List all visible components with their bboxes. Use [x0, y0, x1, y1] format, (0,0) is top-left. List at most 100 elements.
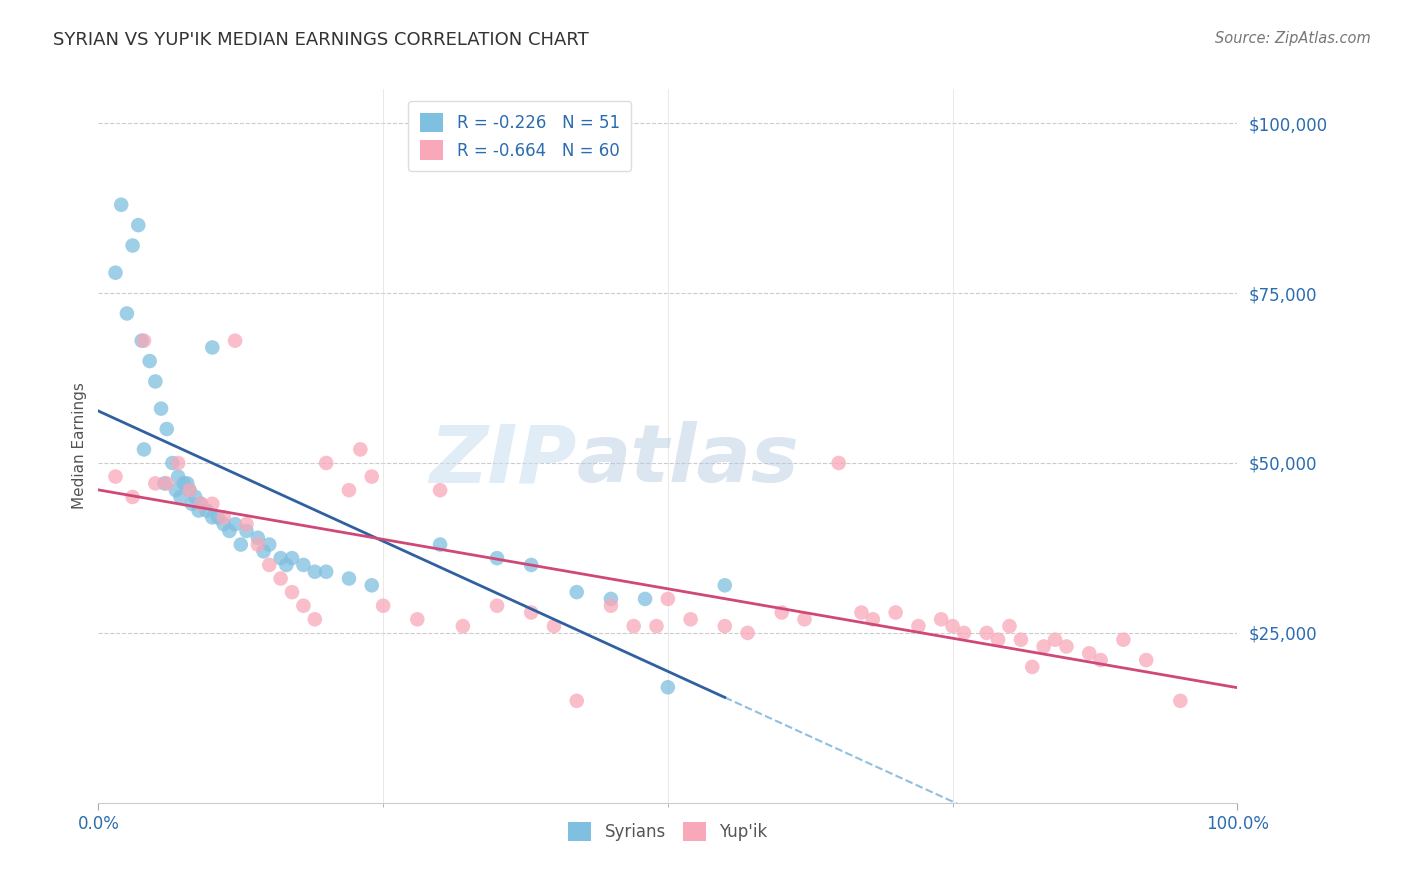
Point: [179, 483, 201, 498]
Point: [623, 619, 645, 633]
Point: [429, 537, 451, 551]
Point: [304, 565, 326, 579]
Point: [1021, 660, 1043, 674]
Point: [315, 565, 337, 579]
Point: [976, 626, 998, 640]
Point: [292, 558, 315, 572]
Point: [770, 606, 793, 620]
Point: [235, 524, 257, 538]
Point: [156, 476, 179, 491]
Point: [104, 469, 127, 483]
Point: [360, 578, 382, 592]
Point: [634, 591, 657, 606]
Text: SYRIAN VS YUP'IK MEDIAN EARNINGS CORRELATION CHART: SYRIAN VS YUP'IK MEDIAN EARNINGS CORRELA…: [53, 31, 589, 49]
Point: [337, 483, 360, 498]
Point: [360, 469, 382, 483]
Point: [1010, 632, 1032, 647]
Point: [270, 551, 292, 566]
Text: ZIP: ZIP: [429, 421, 576, 500]
Point: [737, 626, 759, 640]
Point: [145, 375, 167, 389]
Point: [600, 599, 623, 613]
Point: [349, 442, 371, 457]
Point: [162, 456, 184, 470]
Point: [1112, 632, 1135, 647]
Point: [195, 503, 218, 517]
Point: [110, 198, 132, 212]
Point: [131, 334, 153, 348]
Point: [1056, 640, 1078, 654]
Point: [246, 531, 269, 545]
Point: [270, 572, 292, 586]
Point: [486, 599, 509, 613]
Point: [281, 585, 304, 599]
Point: [212, 517, 235, 532]
Point: [1078, 646, 1101, 660]
Point: [337, 572, 360, 586]
Point: [1032, 640, 1054, 654]
Point: [176, 476, 198, 491]
Point: [121, 490, 143, 504]
Point: [156, 422, 179, 436]
Point: [679, 612, 702, 626]
Point: [190, 497, 212, 511]
Point: [276, 558, 298, 572]
Point: [224, 517, 246, 532]
Point: [520, 558, 543, 572]
Point: [207, 510, 229, 524]
Point: [132, 442, 155, 457]
Point: [179, 483, 201, 498]
Point: [259, 558, 281, 572]
Point: [371, 599, 394, 613]
Point: [1170, 694, 1192, 708]
Point: [212, 510, 235, 524]
Point: [657, 680, 679, 694]
Point: [218, 524, 240, 538]
Point: [543, 619, 565, 633]
Point: [173, 476, 195, 491]
Point: [998, 619, 1021, 633]
Point: [862, 612, 884, 626]
Point: [145, 476, 167, 491]
Point: [645, 619, 668, 633]
Point: [907, 619, 929, 633]
Point: [292, 599, 315, 613]
Point: [184, 490, 207, 504]
Point: [1043, 632, 1066, 647]
Point: [304, 612, 326, 626]
Point: [714, 619, 737, 633]
Point: [406, 612, 429, 626]
Legend: Syrians, Yup'ik: Syrians, Yup'ik: [561, 815, 775, 848]
Point: [565, 585, 588, 599]
Point: [138, 354, 160, 368]
Point: [600, 591, 623, 606]
Point: [201, 510, 224, 524]
Point: [565, 694, 588, 708]
Point: [929, 612, 952, 626]
Point: [121, 238, 143, 252]
Point: [259, 537, 281, 551]
Point: [167, 469, 190, 483]
Point: [520, 606, 543, 620]
Point: [851, 606, 873, 620]
Point: [201, 341, 224, 355]
Point: [281, 551, 304, 566]
Point: [486, 551, 509, 566]
Point: [153, 476, 176, 491]
Point: [246, 537, 269, 551]
Point: [229, 537, 252, 551]
Point: [150, 401, 173, 416]
Point: [828, 456, 851, 470]
Point: [987, 632, 1010, 647]
Text: atlas: atlas: [576, 421, 800, 500]
Point: [180, 497, 202, 511]
Point: [132, 334, 155, 348]
Text: Source: ZipAtlas.com: Source: ZipAtlas.com: [1215, 31, 1371, 46]
Point: [884, 606, 907, 620]
Point: [714, 578, 737, 592]
Point: [165, 483, 187, 498]
Point: [127, 218, 149, 232]
Point: [1090, 653, 1112, 667]
Point: [942, 619, 965, 633]
Point: [201, 497, 224, 511]
